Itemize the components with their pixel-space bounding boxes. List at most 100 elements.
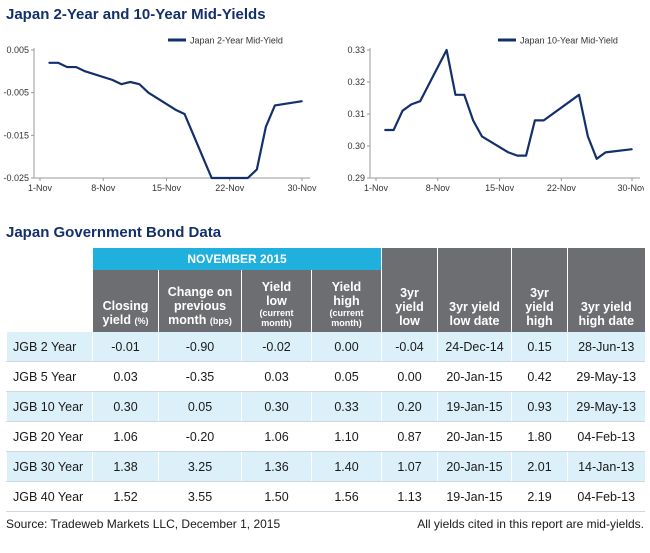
row-label: JGB 30 Year <box>6 451 93 482</box>
data-point <box>84 70 86 73</box>
table-cell: 28-Jun-13 <box>567 332 645 362</box>
table-cell: 0.93 <box>511 391 568 422</box>
y-tick-label: -0.025 <box>3 173 29 183</box>
data-point <box>604 151 607 154</box>
table-cell: 0.30 <box>241 391 312 422</box>
col-header-text: 3yr yield <box>449 300 500 314</box>
table-cell: 20-Jan-15 <box>437 361 512 392</box>
row-label: JGB 20 Year <box>6 421 93 452</box>
y-tick-label: -0.005 <box>3 88 29 98</box>
table-row: JGB 30 Year 1.38 3.25 1.36 1.40 1.07 20-Jan-15… <box>6 451 645 482</box>
table-cell: 1.06 <box>92 421 159 452</box>
col-header-text: yield <box>102 313 132 327</box>
table-title: Japan Government Bond Data <box>6 224 222 241</box>
data-point <box>138 83 141 85</box>
col-header-text: Yield <box>331 280 362 294</box>
table-cell: -0.20 <box>158 421 242 452</box>
data-point <box>419 100 421 102</box>
yields-note: All yields cited in this report are mid-… <box>417 517 644 531</box>
table-cell: 0.33 <box>311 391 382 422</box>
table-cell: 1.06 <box>241 421 312 452</box>
chart-10-year: 0.33 0.32 0.31 0.30 0.291-Nov 8-Nov 15-Nov 22-N… <box>347 36 644 194</box>
source-note: Source: Tradeweb Markets LLC, December 1… <box>6 517 281 531</box>
table-cell: 1.36 <box>241 451 312 482</box>
data-point <box>481 135 483 138</box>
col-header-closing-yield: Closing yield (%) <box>92 270 159 332</box>
y-tick-label: 0.31 <box>347 109 365 119</box>
table-row: JGB 2 Year -0.01 -0.90 -0.02 0.00 -0.04 24-Dec… <box>6 332 645 362</box>
data-point <box>120 83 123 85</box>
col-header-yield-high: Yield high (current month) <box>311 270 382 332</box>
col-header-change-on-previous-month: Change on previous month (bps) <box>158 270 242 332</box>
data-point <box>454 94 457 96</box>
table-row: JGB 20 Year 1.06 -0.20 1.06 1.10 0.87 20-Jan-1… <box>6 421 645 452</box>
corner-cell <box>6 270 93 332</box>
charts-title: Japan 2-Year and 10-Year Mid-Yields <box>6 6 266 23</box>
data-point <box>48 62 50 64</box>
table-row: JGB 10 Year 0.30 0.05 0.30 0.33 0.20 19-Jan-15… <box>6 391 645 422</box>
table-cell: -0.01 <box>92 332 159 362</box>
table-cell: 1.13 <box>381 481 438 512</box>
table-cell: 29-May-13 <box>567 391 645 422</box>
table-cell: -0.35 <box>158 361 242 392</box>
data-point <box>256 168 258 171</box>
data-point <box>631 148 633 150</box>
data-point <box>525 154 527 157</box>
table-cell: -0.02 <box>241 332 312 362</box>
data-point <box>57 62 59 64</box>
col-header-subtext: (current <box>259 308 294 318</box>
table-cell: 0.03 <box>92 361 159 392</box>
table-cell: 0.05 <box>158 391 242 422</box>
table-cell: 14-Jan-13 <box>567 451 645 482</box>
legend-label: Japan 10-Year Mid-Yield <box>520 36 618 46</box>
col-header-text: 3yr yield <box>580 300 632 314</box>
row-label: JGB 2 Year <box>6 332 93 362</box>
data-point <box>472 119 474 122</box>
table-cell: 0.20 <box>381 391 438 422</box>
data-point <box>129 81 132 83</box>
data-point <box>75 66 77 68</box>
data-point <box>578 94 580 96</box>
col-header-yield-low: Yield low (current month) <box>241 270 312 332</box>
col-header-text: yield <box>525 300 554 314</box>
col-header-text: 3yr <box>530 286 549 300</box>
data-point <box>201 155 204 158</box>
col-header-subtext: (current <box>329 308 364 318</box>
data-point <box>265 126 267 128</box>
x-tick-label: 15-Nov <box>485 183 515 193</box>
series-line <box>49 61 303 180</box>
legend-label: Japan 2-Year Mid-Yield <box>190 36 283 46</box>
data-point <box>246 177 249 179</box>
data-point <box>507 151 510 154</box>
col-header-unit: (%) <box>134 316 149 326</box>
table-cell: 1.56 <box>311 481 382 512</box>
table-cell: 2.01 <box>511 451 568 482</box>
y-tick-label: 0.32 <box>347 77 365 87</box>
table-cell: 0.30 <box>92 391 159 422</box>
x-tick-label: 8-Nov <box>91 183 116 193</box>
data-point <box>595 158 598 160</box>
table-cell: 1.50 <box>241 481 312 512</box>
table-cell: 19-Jan-15 <box>437 391 512 422</box>
series-line <box>384 48 633 160</box>
table-cell: 1.52 <box>92 481 159 512</box>
data-point <box>587 135 589 138</box>
col-header-subtext: month) <box>261 318 292 328</box>
table-cell: 19-Jan-15 <box>437 481 512 512</box>
row-label: JGB 5 Year <box>6 361 93 392</box>
y-tick-label: 0.005 <box>6 45 29 55</box>
table-cell: 0.03 <box>241 361 312 392</box>
col-header-text: yield (%) <box>93 313 158 328</box>
group-header-november: NOVEMBER 2015 <box>92 248 382 270</box>
x-tick-label: 1-Nov <box>28 183 53 193</box>
col-header-text: yield <box>395 300 424 314</box>
col-header-text: 3yr <box>400 286 419 300</box>
col-header-3yr-yield-high-date: 3yr yield high date <box>567 248 645 332</box>
data-point <box>516 154 519 157</box>
table-cell: 24-Dec-14 <box>437 332 512 362</box>
table-cell: 0.87 <box>381 421 438 452</box>
col-header-3yr-yield-low: 3yr yield low <box>381 248 438 332</box>
table-cell: 20-Jan-15 <box>437 451 512 482</box>
table-cell: 1.38 <box>92 451 159 482</box>
row-label: JGB 40 Year <box>6 481 93 512</box>
